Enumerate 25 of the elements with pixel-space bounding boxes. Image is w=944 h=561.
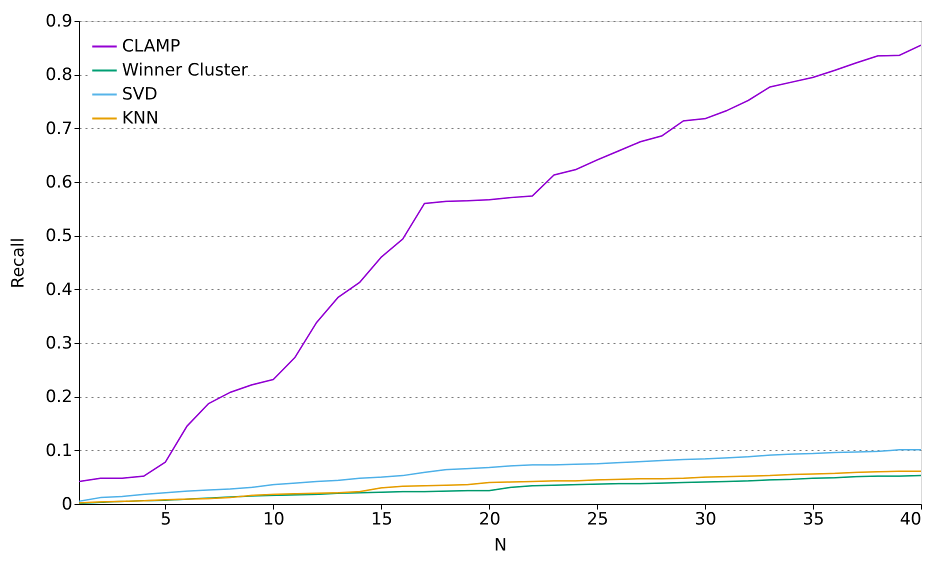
x-tick-label: 35	[802, 510, 824, 530]
y-tick-label: 0.1	[45, 440, 72, 461]
legend-label: Winner Cluster	[122, 60, 248, 80]
x-tick-label: 40	[900, 510, 922, 530]
x-tick-label: 30	[694, 510, 716, 530]
y-tick-label: 0.4	[45, 280, 72, 300]
y-tick-label: 0.5	[45, 226, 72, 246]
x-tick-label: 20	[478, 510, 501, 530]
y-tick-label: 0.9	[45, 12, 72, 32]
x-tick-label: 5	[160, 510, 172, 530]
y-tick-label: 0.2	[45, 387, 72, 408]
y-axis-title: Recall	[8, 238, 28, 288]
y-tick-label: 0.7	[45, 118, 72, 139]
legend-label: KNN	[122, 108, 159, 128]
x-axis-title: N	[494, 536, 507, 556]
legend-label: SVD	[122, 84, 158, 104]
x-tick-label: 25	[586, 510, 608, 530]
x-tick-label: 10	[262, 510, 285, 530]
legend-label: CLAMP	[122, 36, 180, 56]
y-tick-label: 0.3	[45, 334, 72, 354]
line-series	[79, 449, 921, 502]
x-tick-label: 15	[370, 510, 393, 530]
y-tick-label: 0.8	[45, 65, 72, 86]
y-tick-label: 0.6	[45, 172, 72, 192]
y-tick-label: 0	[62, 494, 72, 514]
